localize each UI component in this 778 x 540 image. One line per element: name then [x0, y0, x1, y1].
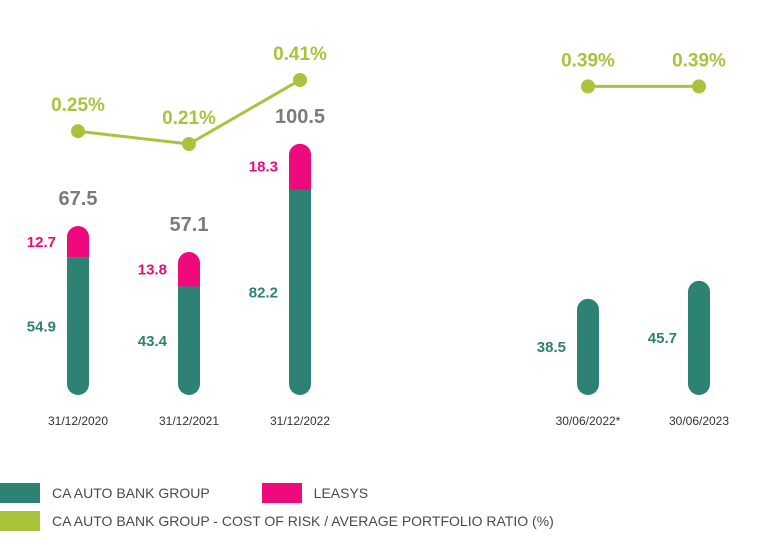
legend-swatch-leasys [261, 483, 302, 503]
ratio-label-0: 0.25% [51, 95, 105, 116]
legend-swatch-ratio [0, 511, 40, 531]
category-label-0: 31/12/2020 [48, 414, 108, 428]
legend-label-ratio: CA AUTO BANK GROUP - COST OF RISK / AVER… [52, 513, 554, 529]
legend-label-group: CA AUTO BANK GROUP [52, 485, 210, 501]
label-leasys-2: 18.3 [249, 159, 278, 176]
legend-swatch-group [0, 483, 40, 503]
bar-leasys-2 [289, 143, 311, 190]
ratio-point-1 [182, 137, 196, 151]
label-total-1: 57.1 [170, 214, 209, 236]
label-leasys-0: 12.7 [27, 234, 56, 251]
label-group-4: 45.7 [648, 330, 677, 347]
label-total-2: 100.5 [275, 106, 325, 128]
ratio-label-1: 0.21% [162, 108, 216, 129]
label-group-3: 38.5 [537, 339, 566, 356]
bar-leasys-0 [67, 226, 89, 258]
bar-leasys-1 [178, 252, 200, 287]
label-group-0: 54.9 [27, 318, 56, 335]
category-label-4: 30/06/2023 [669, 414, 729, 428]
ratio-point-0 [71, 124, 85, 139]
bar-group-2 [289, 189, 311, 395]
ratio-point-4 [692, 79, 706, 94]
label-group-2: 82.2 [249, 284, 278, 301]
label-group-1: 43.4 [138, 333, 168, 350]
ratio-label-2: 0.41% [273, 44, 327, 65]
category-label-1: 31/12/2021 [159, 414, 219, 428]
ratio-point-2 [293, 73, 307, 87]
bar-group-3 [577, 298, 599, 395]
label-total-0: 67.5 [59, 188, 98, 210]
ratio-label-4: 0.39% [672, 50, 726, 71]
bar-group-1 [178, 286, 200, 395]
category-label-2: 31/12/2022 [270, 414, 330, 428]
stacked-bar-chart: 54.9 12.7 67.5 31/12/2020 43.4 13.8 57.1 31/12/… [27, 44, 730, 428]
legend-row-2: CA AUTO BANK GROUP - COST OF RISK / AVER… [0, 510, 554, 532]
legend-label-leasys: LEASYS [313, 485, 369, 501]
ratio-point-3 [581, 79, 595, 94]
category-label-3: 30/06/2022* [556, 414, 621, 428]
legend: CA AUTO BANK GROUP LEASYS CA AUTO BANK G… [0, 482, 554, 538]
label-leasys-1: 13.8 [138, 261, 167, 278]
ratio-label-3: 0.39% [561, 50, 615, 71]
bar-group-4 [688, 280, 710, 395]
legend-row-1: CA AUTO BANK GROUP LEASYS [0, 482, 554, 504]
bar-group-0 [67, 257, 89, 395]
